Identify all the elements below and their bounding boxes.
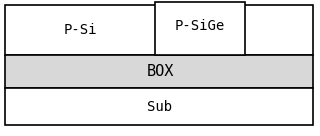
- Bar: [5, 88, 313, 125]
- Bar: [5, 5, 313, 55]
- Text: P-Si: P-Si: [63, 23, 97, 37]
- Text: BOX: BOX: [146, 64, 174, 80]
- Text: P-SiGe: P-SiGe: [175, 19, 225, 33]
- Text: Sub: Sub: [148, 100, 172, 114]
- Bar: [155, 2, 245, 55]
- Bar: [5, 55, 313, 88]
